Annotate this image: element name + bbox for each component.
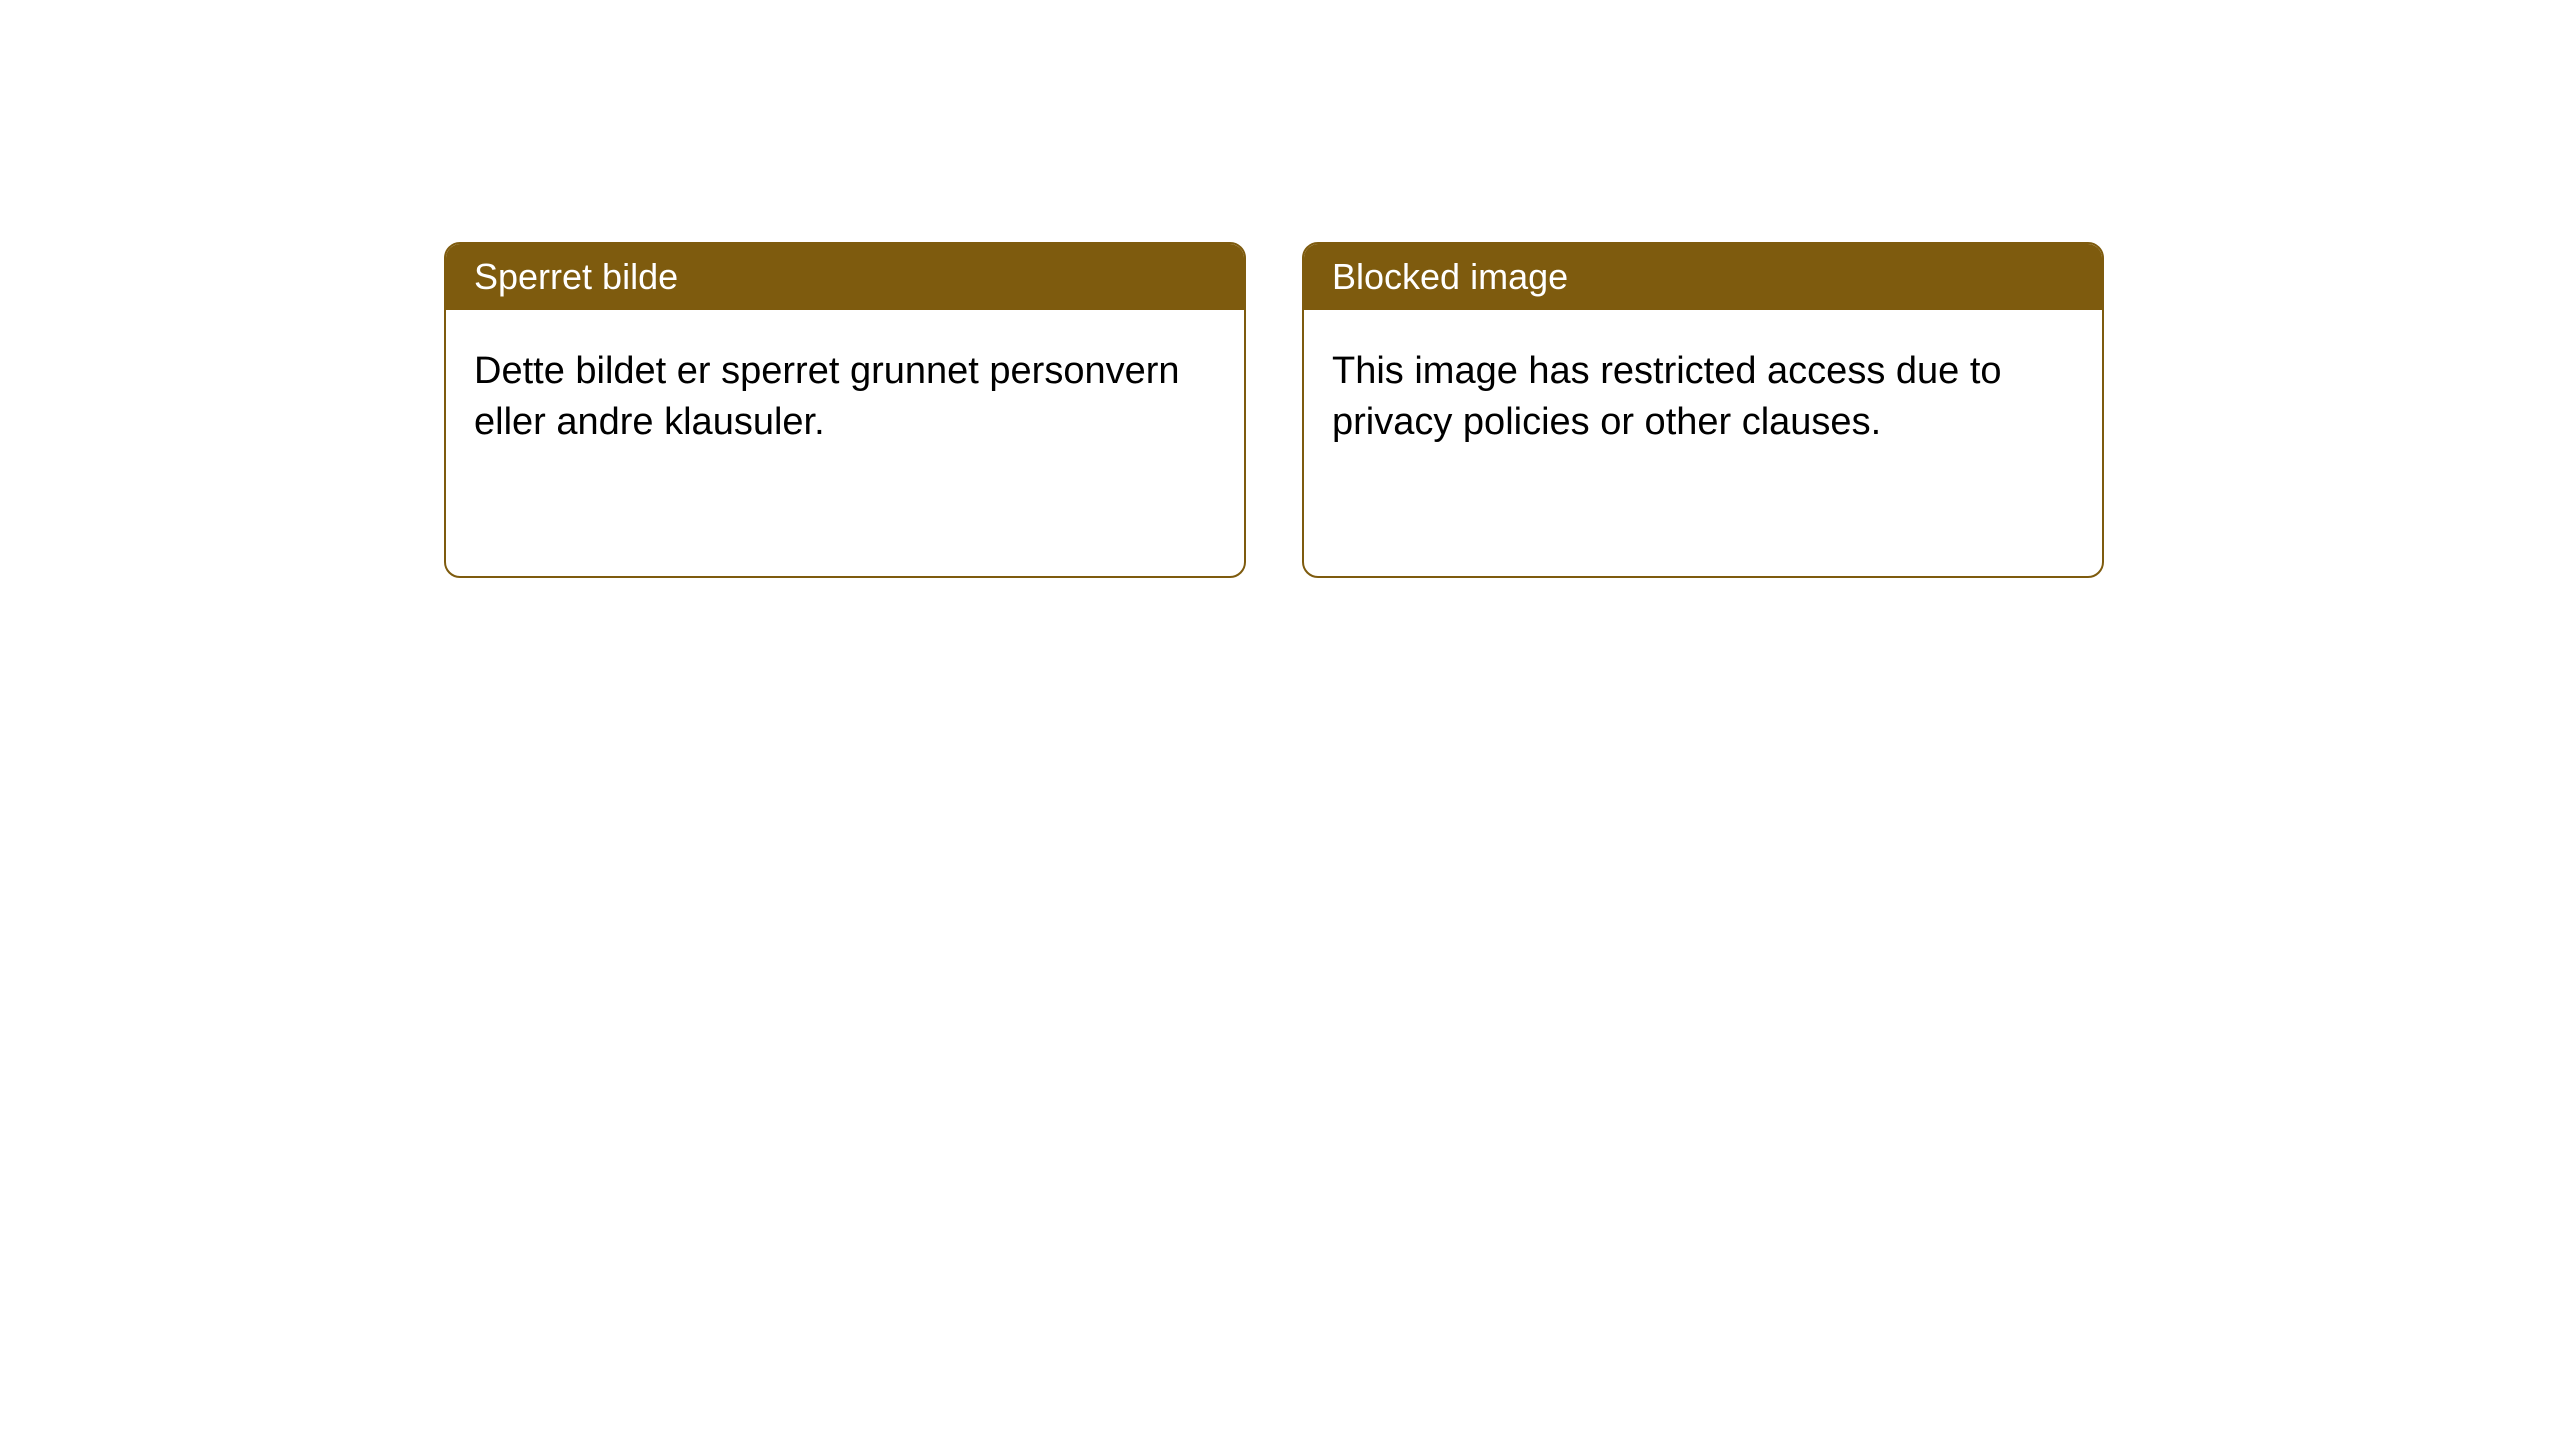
card-message: Dette bildet er sperret grunnet personve… [474, 350, 1180, 443]
card-title: Blocked image [1332, 256, 1568, 297]
card-body: This image has restricted access due to … [1304, 310, 2102, 485]
notice-card-english: Blocked image This image has restricted … [1302, 242, 2104, 578]
card-message: This image has restricted access due to … [1332, 350, 2002, 443]
notice-cards-container: Sperret bilde Dette bildet er sperret gr… [444, 242, 2104, 578]
card-header: Sperret bilde [446, 244, 1244, 310]
card-header: Blocked image [1304, 244, 2102, 310]
card-title: Sperret bilde [474, 256, 678, 297]
card-body: Dette bildet er sperret grunnet personve… [446, 310, 1244, 485]
notice-card-norwegian: Sperret bilde Dette bildet er sperret gr… [444, 242, 1246, 578]
